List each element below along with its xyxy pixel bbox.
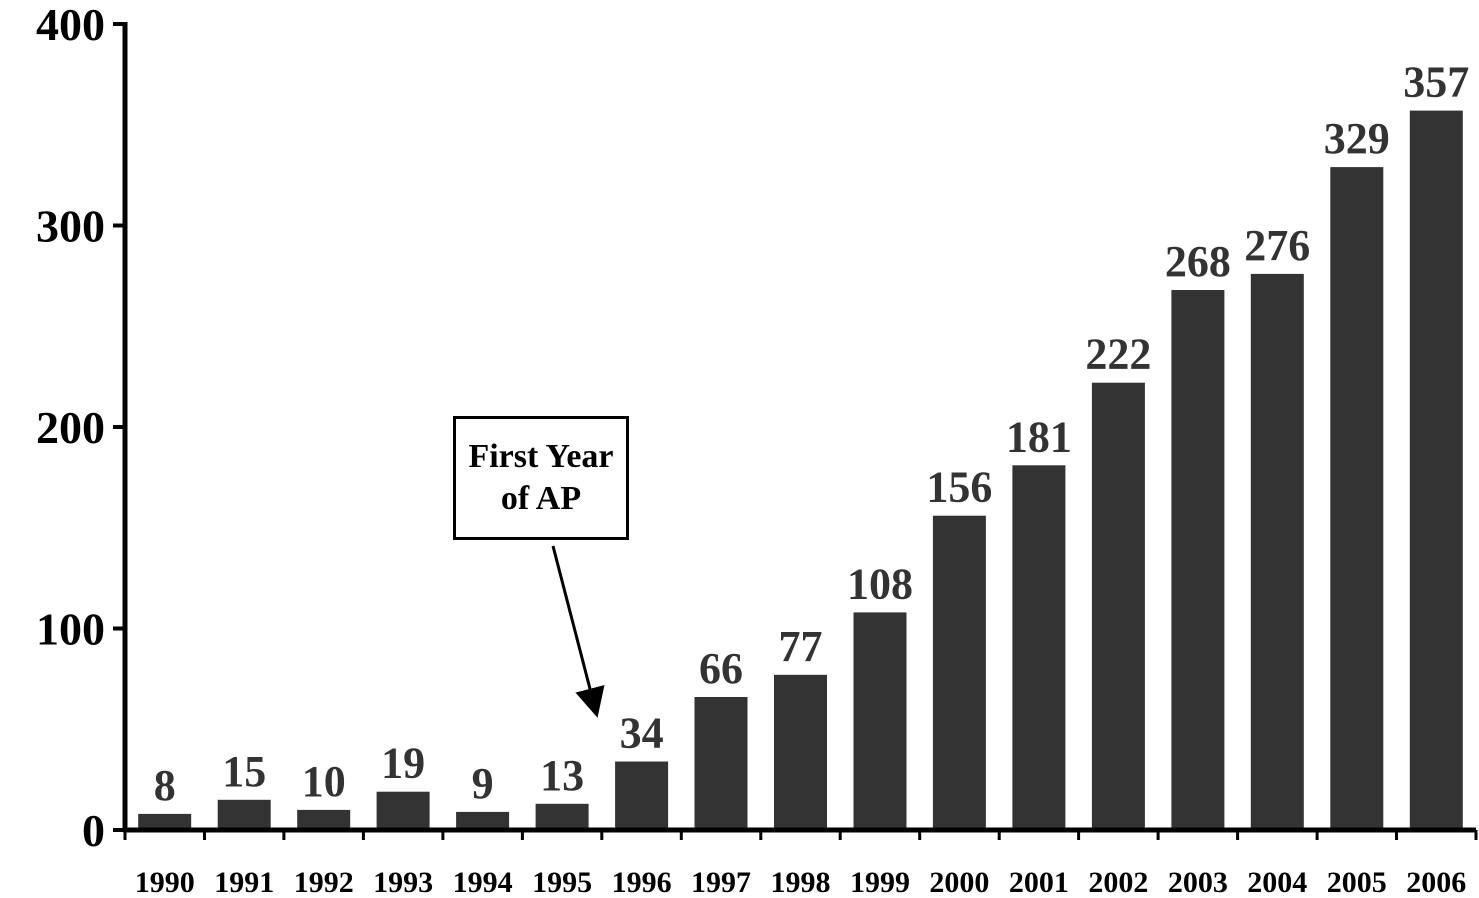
data-label-2006: 357 [1403,58,1469,107]
callout-line-1: First Year [468,438,614,475]
data-label-1997: 66 [699,644,743,693]
data-label-1991: 15 [222,747,266,796]
x-tick-label-1990: 1990 [135,866,195,898]
x-tick-label-1991: 1991 [214,866,274,898]
data-label-1993: 19 [381,739,425,788]
data-label-2005: 329 [1324,114,1390,163]
x-tick-label-2001: 2001 [1009,866,1069,898]
data-label-2003: 268 [1165,237,1231,286]
x-tick-label-1998: 1998 [771,866,831,898]
x-tick-label-2006: 2006 [1406,866,1466,898]
bar-2000 [932,515,986,830]
bar-1991 [217,799,271,830]
data-label-1996: 34 [620,709,664,758]
callout-arrow [551,545,605,718]
bar-1997 [694,697,748,830]
bar-1993 [376,791,430,830]
x-tick-label-1992: 1992 [294,866,354,898]
data-label-1995: 13 [540,751,584,800]
bar-2001 [1012,465,1066,830]
data-label-1990: 8 [154,761,176,810]
data-label-2001: 181 [1006,412,1072,461]
bar-1992 [297,809,351,830]
bar-1996 [615,761,669,830]
x-tick-label-1995: 1995 [532,866,592,898]
data-label-1994: 9 [472,759,494,808]
x-tick-label-1997: 1997 [691,866,751,898]
bar-1999 [853,612,907,830]
data-label-2004: 276 [1244,221,1310,270]
data-label-2002: 222 [1085,330,1151,379]
bar-2002 [1091,382,1145,830]
bars-group [138,110,1463,831]
callout-line-2: of AP [500,480,582,517]
y-tick-label-300: 300 [36,201,105,252]
x-tick-label-1999: 1999 [850,866,910,898]
y-tick-label-0: 0 [82,805,105,856]
bar-2003 [1171,290,1225,830]
data-label-2000: 156 [926,463,992,512]
x-tick-label-2005: 2005 [1327,866,1387,898]
data-labels-group: 8 15 10 19 9 13 34 66 77 108 156 181 222 268 276 329 357 [154,58,1470,810]
axes-group: 1990 1991 1992 1993 1994 1995 1996 1997 1998 1999… [36,0,1478,898]
x-tick-label-2003: 2003 [1168,866,1228,898]
bar-1994 [456,811,510,830]
x-tick-label-2000: 2000 [929,866,989,898]
x-tick-label-1996: 1996 [612,866,672,898]
callout-box: First Year of AP [453,416,629,540]
y-tick-label-100: 100 [36,604,105,655]
data-label-1992: 10 [302,757,346,806]
bar-2004 [1250,273,1304,830]
y-tick-label-200: 200 [36,402,105,453]
data-label-1998: 77 [779,622,823,671]
bar-1990 [138,813,192,830]
x-tick-label-1993: 1993 [373,866,433,898]
bar-2006 [1409,110,1463,831]
bar-1998 [774,674,827,830]
x-tick-label-2004: 2004 [1247,866,1307,898]
bar-1995 [535,803,589,830]
x-tick-label-1994: 1994 [453,866,513,898]
y-tick-label-400: 400 [36,0,105,50]
data-label-1999: 108 [847,559,913,608]
bar-2005 [1330,167,1384,831]
x-tick-label-2002: 2002 [1088,866,1148,898]
